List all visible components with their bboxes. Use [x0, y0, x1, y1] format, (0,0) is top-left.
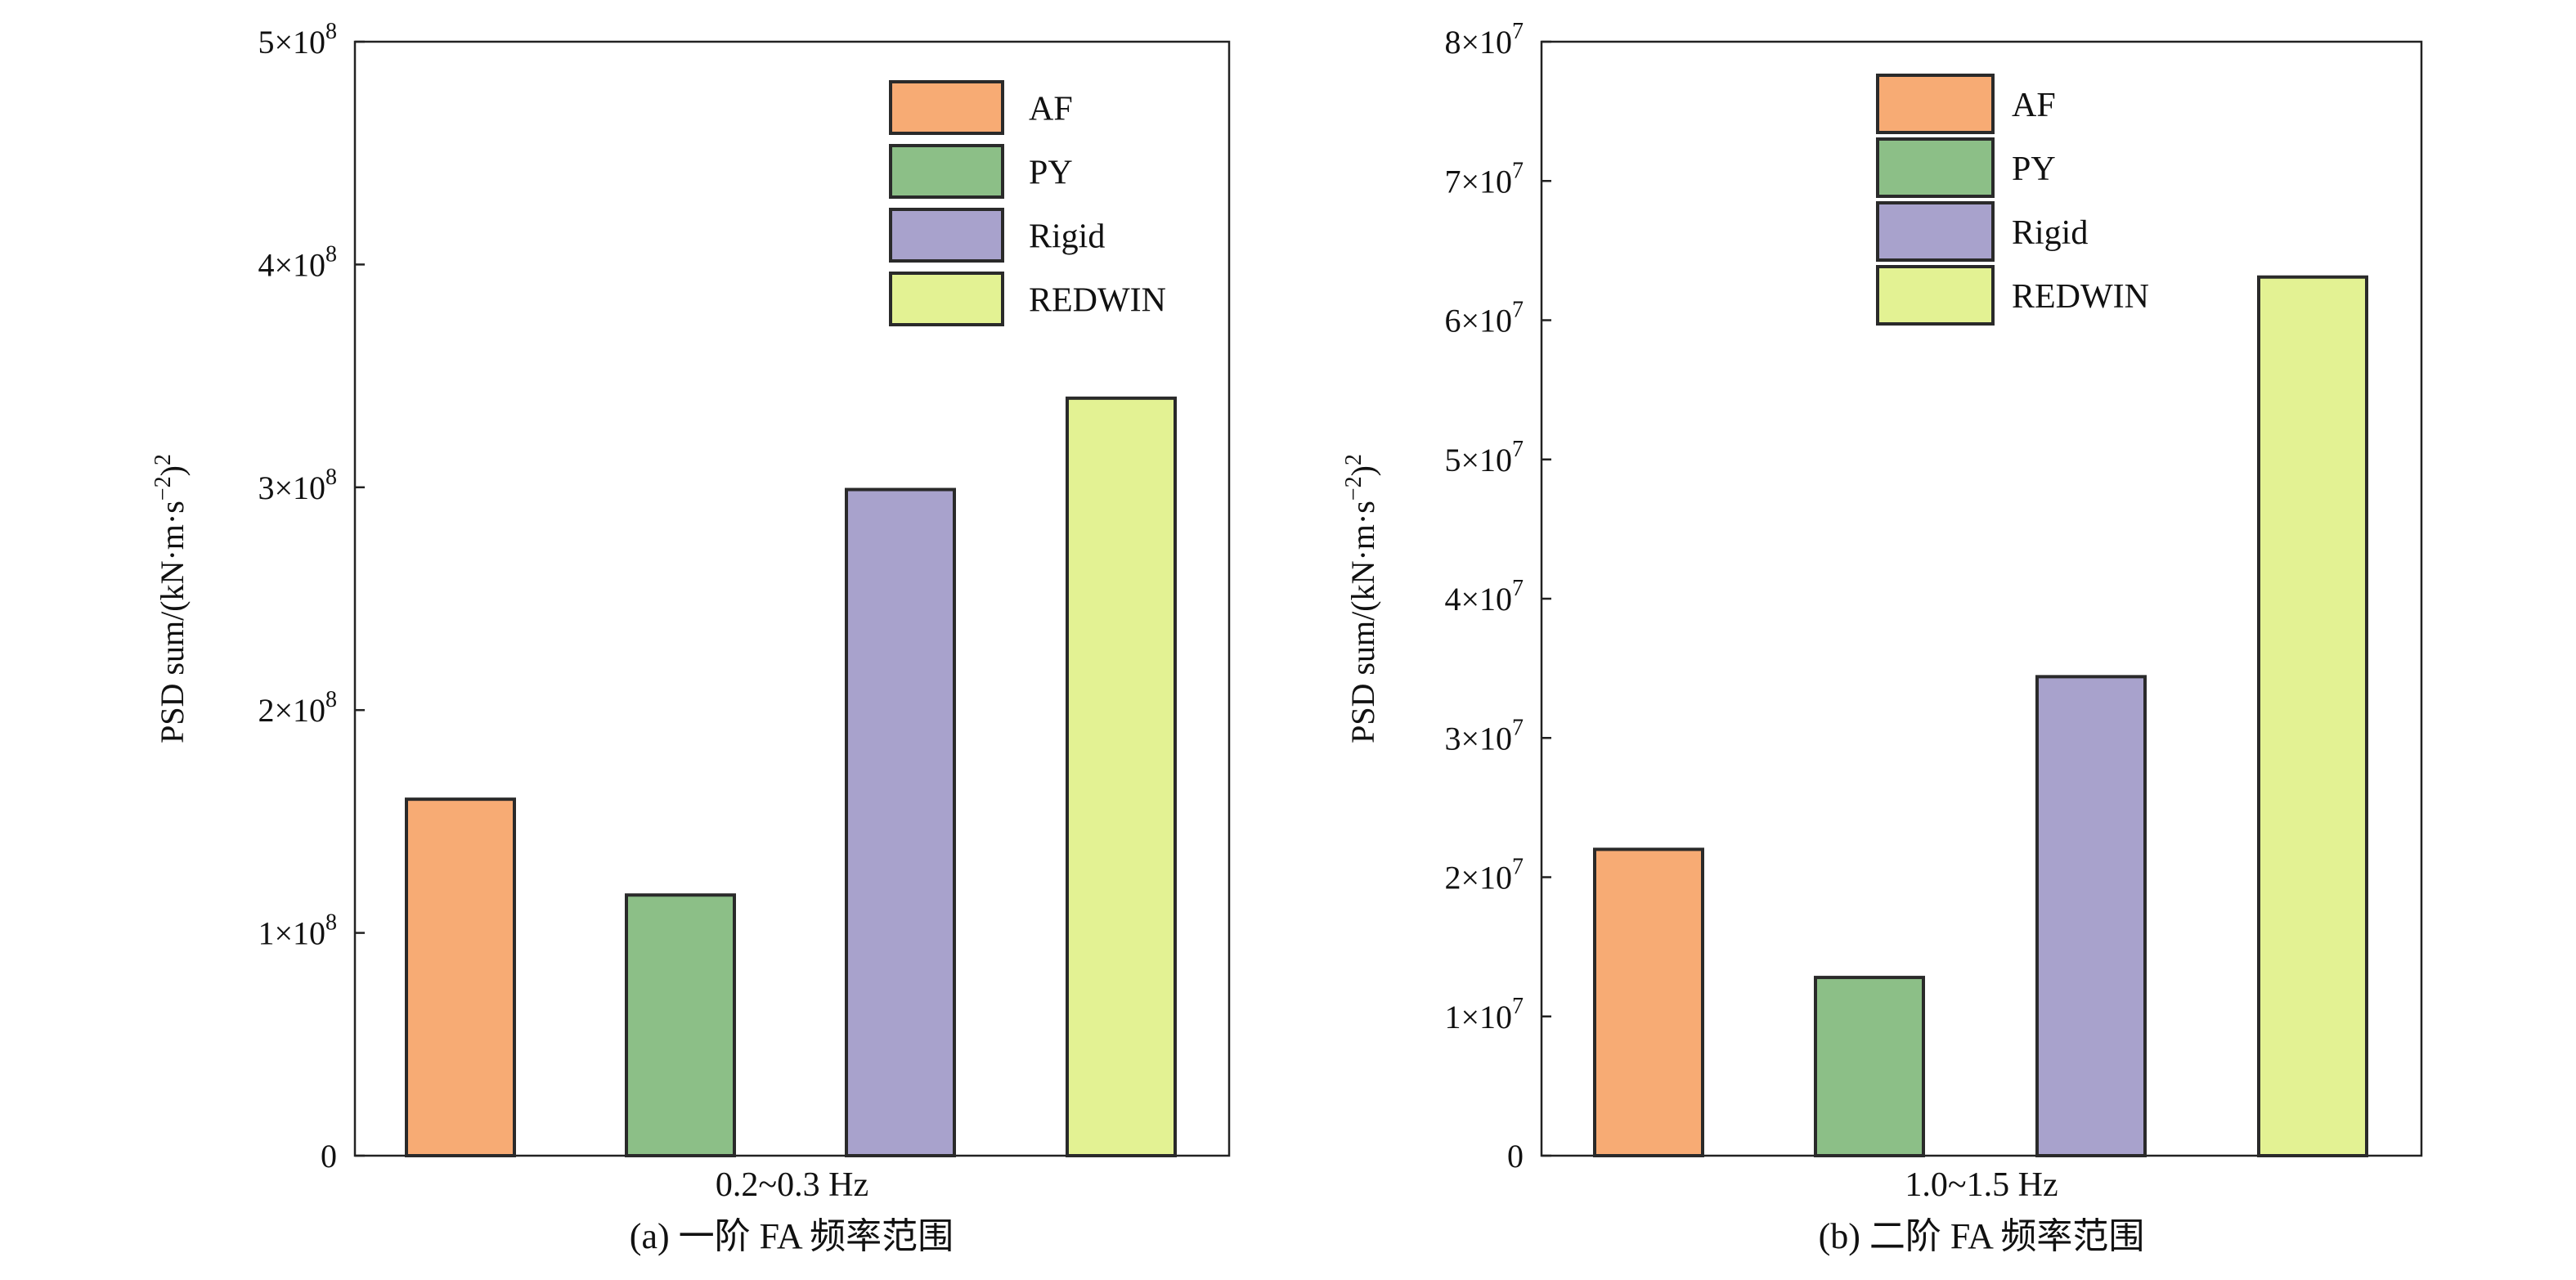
y-tick-label: 5×107: [1444, 437, 1524, 478]
legend-swatch-af: [889, 80, 1004, 135]
y-tick-label: 6×107: [1444, 298, 1524, 339]
legend-label-py: PY: [1029, 155, 1073, 192]
legend-label-redwin: REDWIN: [1029, 282, 1166, 320]
legend-label-af: AF: [2012, 87, 2056, 124]
plot-frame: [353, 40, 1231, 1157]
bar-py: [1814, 976, 1925, 1157]
legend-label-redwin: REDWIN: [2012, 278, 2149, 316]
legend-swatch-py: [889, 144, 1004, 199]
panel-caption: (a) 一阶 FA 频率范围: [630, 1216, 954, 1256]
legend-swatch-af: [1876, 74, 1995, 134]
y-tick-label: 3×107: [1444, 715, 1524, 757]
bar-af: [405, 797, 516, 1157]
y-tick-label: 1×107: [1444, 994, 1524, 1035]
legend-swatch-py: [1876, 137, 1995, 198]
chart-panel-b: 0 1×107 2×107 3×107 4×107 5×107 6×107 7×107 8×10…: [1341, 19, 2423, 1256]
y-tick-label: 7×107: [1444, 158, 1524, 200]
x-axis-label: 0.2~0.3 Hz: [716, 1166, 868, 1204]
legend-swatch-rigid: [889, 208, 1004, 263]
y-tick-label: 0: [321, 1138, 337, 1174]
y-tick-label: 2×107: [1444, 855, 1524, 896]
x-axis-label: 1.0~1.5 Hz: [1905, 1166, 2058, 1204]
chart-panel-a: 0 1×108 2×108 3×108 4×108 5×108 AF PY Rigid REDWI…: [150, 19, 1231, 1256]
y-tick-label: 3×108: [258, 465, 337, 506]
bar-rigid: [2035, 675, 2147, 1157]
y-tick-label: 5×108: [258, 19, 337, 61]
legend-swatch-rigid: [1876, 201, 1995, 262]
legend-label-rigid: Rigid: [1029, 218, 1105, 256]
y-tick-label: 4×108: [258, 241, 337, 283]
legend-label-af: AF: [1029, 91, 1073, 128]
bar-redwin: [1066, 396, 1177, 1157]
panel-caption: (b) 二阶 FA 频率范围: [1819, 1216, 2145, 1256]
bar-rigid: [845, 487, 956, 1157]
y-tick-label: 4×107: [1444, 576, 1524, 618]
y-axis-label: PSD sum/(kN·m·s−2)2: [1341, 454, 1381, 743]
y-tick-label: 2×108: [258, 687, 337, 729]
y-axis-label: PSD sum/(kN·m·s−2)2: [150, 454, 191, 743]
bar-py: [625, 893, 736, 1157]
y-tick-label: 0: [1507, 1138, 1524, 1174]
legend-swatch-redwin: [1876, 265, 1995, 326]
legend-label-py: PY: [2012, 150, 2056, 188]
y-tick-label: 8×107: [1444, 19, 1524, 61]
legend-swatch-redwin: [889, 272, 1004, 326]
bar-redwin: [2257, 275, 2368, 1157]
y-tick-label: 1×108: [258, 910, 337, 952]
bar-af: [1593, 847, 1704, 1157]
legend-label-rigid: Rigid: [2012, 214, 2088, 252]
